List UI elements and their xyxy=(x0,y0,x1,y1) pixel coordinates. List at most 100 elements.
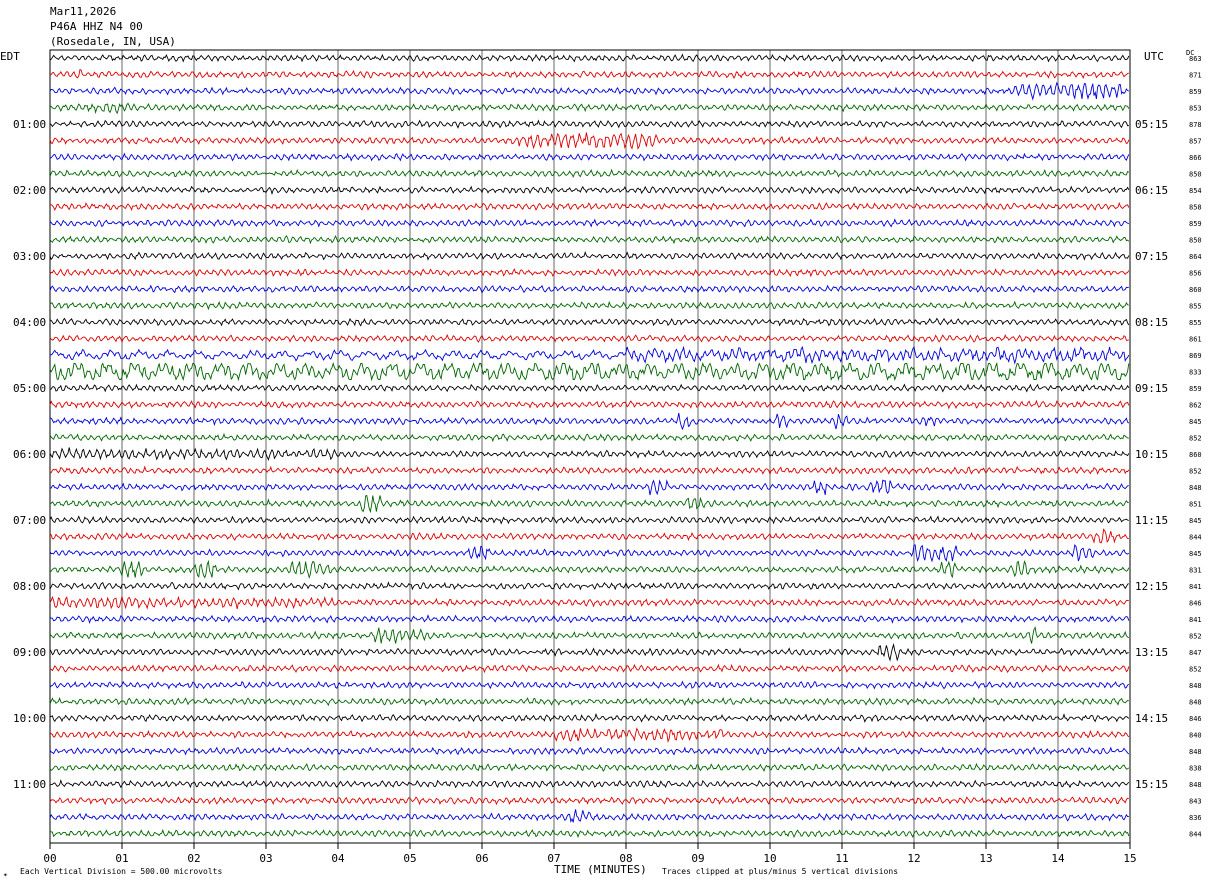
trace-line-row-32 xyxy=(49,581,1130,591)
x-axis-title: TIME (MINUTES) xyxy=(554,863,647,876)
trace-line-row-0 xyxy=(49,53,1130,63)
trace-line-row-30 xyxy=(49,543,1130,563)
right-hour-label: 05:15 xyxy=(1135,118,1168,131)
dc-offset-label: 845 xyxy=(1189,418,1202,426)
right-hour-label: 07:15 xyxy=(1135,250,1168,263)
trace-line-row-14 xyxy=(49,284,1130,294)
dc-offset-label: 848 xyxy=(1189,484,1202,492)
left-hour-label: 01:00 xyxy=(13,118,46,131)
plot-frame xyxy=(49,49,1131,844)
trace-line-row-42 xyxy=(49,746,1130,756)
dc-offset-label: 866 xyxy=(1189,154,1202,162)
trace-line-row-33 xyxy=(49,595,1129,610)
dc-offset-label: 854 xyxy=(1189,187,1202,195)
dc-offset-label: 858 xyxy=(1189,204,1202,212)
left-timezone-label: EDT xyxy=(0,50,20,63)
trace-line-row-31 xyxy=(49,559,1130,579)
dc-offset-label: 848 xyxy=(1189,699,1202,707)
dc-offset-label: 855 xyxy=(1189,303,1202,311)
trace-line-row-3 xyxy=(49,102,1130,115)
dc-offset-label: 856 xyxy=(1189,270,1202,278)
dc-offset-label: 852 xyxy=(1189,666,1202,674)
trace-line-row-38 xyxy=(49,680,1130,690)
left-hour-label: 06:00 xyxy=(13,448,46,461)
trace-line-row-13 xyxy=(49,268,1130,278)
dc-offset-label: 843 xyxy=(1189,798,1202,806)
trace-line-row-7 xyxy=(49,168,1130,178)
trace-line-row-34 xyxy=(49,614,1130,625)
left-hour-label: 09:00 xyxy=(13,646,46,659)
right-hour-label: 13:15 xyxy=(1135,646,1168,659)
trace-line-row-5 xyxy=(49,132,1130,150)
trace-line-row-43 xyxy=(49,762,1130,773)
left-hour-label: 02:00 xyxy=(13,184,46,197)
x-tick-label: 00 xyxy=(43,852,56,865)
trace-line-row-2 xyxy=(49,81,1130,101)
trace-line-row-26 xyxy=(49,479,1129,496)
x-tick-label: 02 xyxy=(187,852,200,865)
trace-line-row-8 xyxy=(49,185,1130,196)
left-hour-label: 07:00 xyxy=(13,514,46,527)
dc-offset-label: 844 xyxy=(1189,831,1202,839)
dc-offset-label: 852 xyxy=(1189,633,1202,641)
left-hour-label: 04:00 xyxy=(13,316,46,329)
dc-offset-label: 853 xyxy=(1189,105,1202,113)
right-hour-label: 12:15 xyxy=(1135,580,1168,593)
dc-offset-label: 848 xyxy=(1189,682,1202,690)
trace-line-row-6 xyxy=(49,152,1130,162)
dc-offset-label: 845 xyxy=(1189,550,1202,558)
right-hour-label: 06:15 xyxy=(1135,184,1168,197)
dc-offset-label: 848 xyxy=(1189,781,1202,789)
dc-offset-label: 850 xyxy=(1189,171,1202,179)
dc-offset-label: 851 xyxy=(1189,501,1202,509)
x-tick-label: 09 xyxy=(691,852,704,865)
trace-line-row-9 xyxy=(49,201,1130,212)
right-hour-label: 08:15 xyxy=(1135,316,1168,329)
x-tick-label: 01 xyxy=(115,852,128,865)
trace-line-row-18 xyxy=(49,345,1130,365)
dc-header-label: DC xyxy=(1186,49,1195,57)
dc-offset-label: 857 xyxy=(1189,138,1202,146)
dc-offset-label: 848 xyxy=(1189,748,1202,756)
left-hour-label: 03:00 xyxy=(13,250,46,263)
dc-offset-label: 833 xyxy=(1189,369,1202,377)
dc-offset-label: 860 xyxy=(1189,451,1202,459)
dc-offset-label: 847 xyxy=(1189,649,1202,657)
dc-offset-label: 831 xyxy=(1189,567,1202,575)
trace-line-row-1 xyxy=(49,68,1129,80)
dc-offset-label: 850 xyxy=(1189,237,1202,245)
dc-offset-label: 859 xyxy=(1189,88,1202,96)
dc-offset-label: 863 xyxy=(1189,55,1202,63)
station-channel: P46A HHZ N4 00 xyxy=(50,20,143,33)
trace-line-row-40 xyxy=(49,712,1130,723)
dc-offset-label: 878 xyxy=(1189,121,1202,129)
footer-mark: ✴ xyxy=(3,870,8,879)
trace-line-row-22 xyxy=(49,412,1130,431)
dc-offset-label: 844 xyxy=(1189,534,1202,542)
dc-offset-label: 845 xyxy=(1189,517,1202,525)
right-hour-label: 09:15 xyxy=(1135,382,1168,395)
left-hour-label: 08:00 xyxy=(13,580,46,593)
left-hour-label: 11:00 xyxy=(13,778,46,791)
trace-line-row-44 xyxy=(49,779,1130,789)
dc-offset-label: 859 xyxy=(1189,220,1202,228)
clip-note: Traces clipped at plus/minus 5 vertical … xyxy=(662,867,899,876)
trace-line-row-25 xyxy=(49,465,1130,476)
dc-offset-label: 871 xyxy=(1189,72,1202,80)
trace-line-row-23 xyxy=(49,432,1129,443)
dc-offset-label: 855 xyxy=(1189,319,1202,327)
dc-offset-label: 838 xyxy=(1189,765,1202,773)
trace-line-row-29 xyxy=(49,528,1129,544)
trace-line-row-28 xyxy=(49,515,1129,525)
scale-note: Each Vertical Division = 500.00 microvol… xyxy=(20,867,223,876)
trace-line-row-24 xyxy=(49,447,1130,462)
trace-line-row-16 xyxy=(49,317,1130,327)
trace-line-row-39 xyxy=(49,696,1129,707)
right-hour-label: 11:15 xyxy=(1135,514,1168,527)
dc-offset-label: 841 xyxy=(1189,616,1202,624)
left-hour-label: 10:00 xyxy=(13,712,46,725)
x-tick-label: 14 xyxy=(1051,852,1065,865)
trace-line-row-11 xyxy=(49,235,1130,245)
x-tick-label: 13 xyxy=(979,852,992,865)
